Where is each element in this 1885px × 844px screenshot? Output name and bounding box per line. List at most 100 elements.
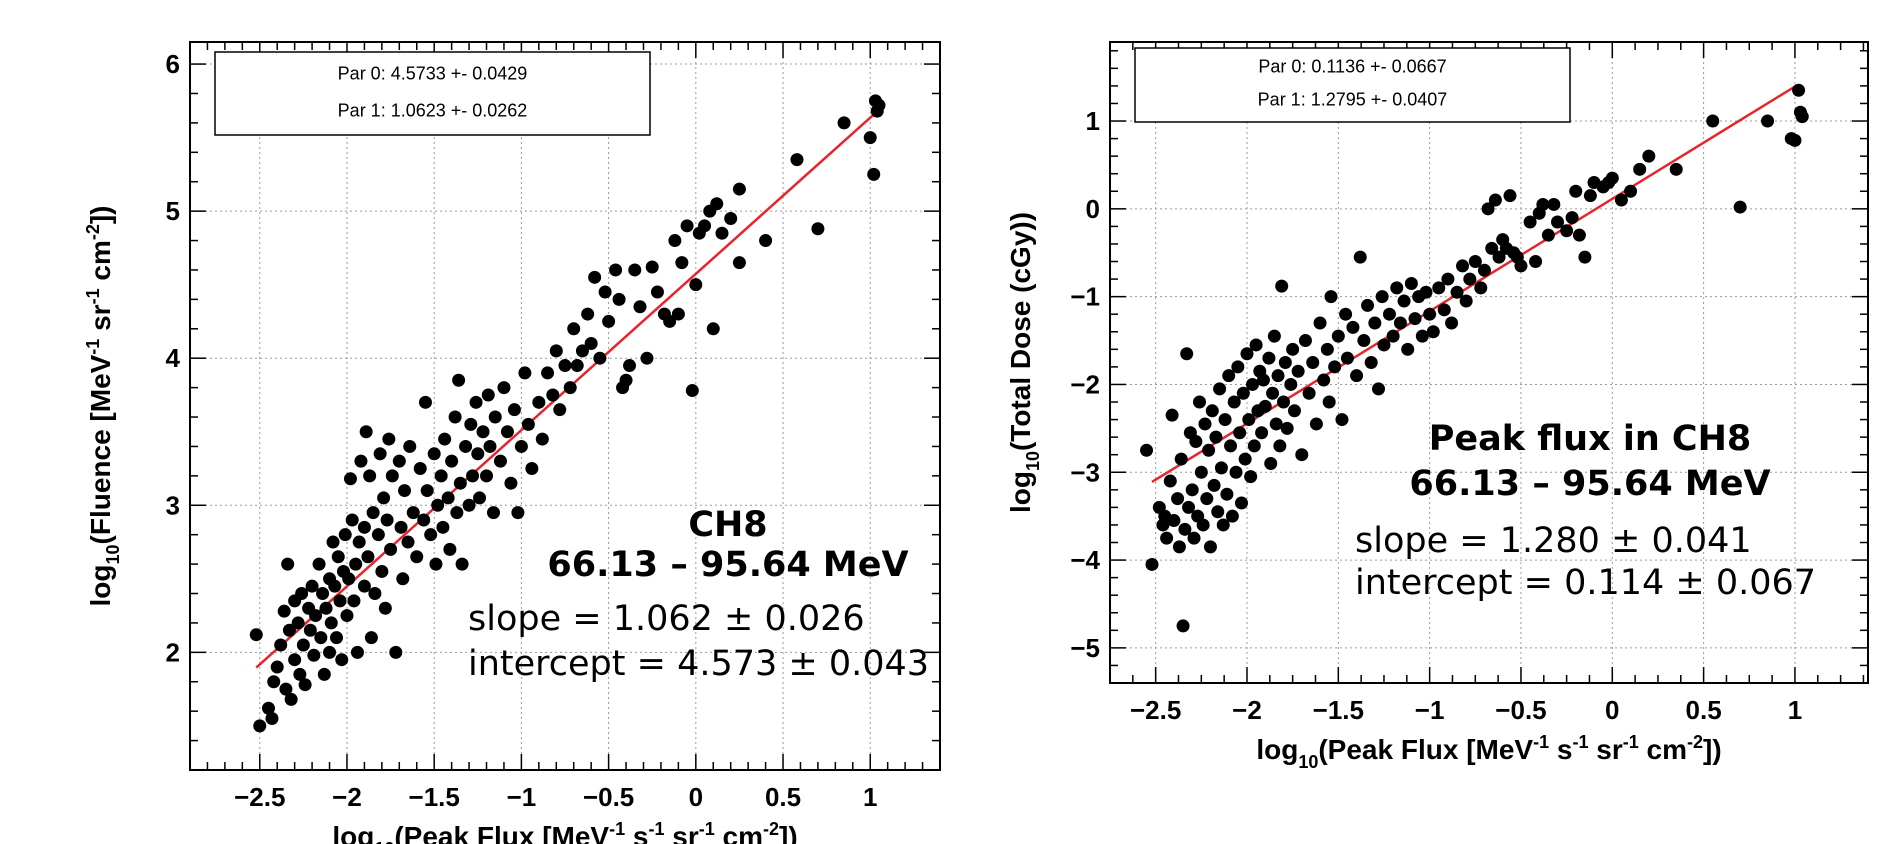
data-point <box>284 692 298 706</box>
data-point <box>1320 342 1334 356</box>
x-axis-label-log: log <box>332 821 374 844</box>
data-point <box>396 572 410 586</box>
data-point <box>1189 435 1203 449</box>
data-point <box>1339 307 1353 321</box>
y-tick-label: −4 <box>1070 545 1100 575</box>
data-point <box>382 432 396 446</box>
data-point <box>452 373 466 387</box>
data-point <box>1236 386 1250 400</box>
data-point <box>1205 404 1219 418</box>
data-point <box>340 609 354 623</box>
data-point <box>1200 492 1214 506</box>
data-point <box>1231 360 1245 374</box>
data-point <box>558 359 572 373</box>
data-point <box>1368 316 1382 330</box>
data-point <box>307 648 321 662</box>
data-point <box>364 631 378 645</box>
data-point <box>443 542 457 556</box>
data-point <box>1203 540 1217 554</box>
data-point <box>1401 342 1415 356</box>
data-point <box>1423 307 1437 321</box>
x-tick-label: 0 <box>689 782 703 812</box>
data-point <box>1541 228 1555 242</box>
data-point <box>1445 316 1459 330</box>
data-point <box>309 609 323 623</box>
data-point <box>715 226 729 240</box>
data-point <box>331 550 345 564</box>
x-tick-label: −1 <box>507 782 537 812</box>
data-point <box>455 557 469 571</box>
data-point <box>1192 395 1206 409</box>
data-point <box>1397 294 1411 308</box>
data-point <box>1214 461 1228 475</box>
data-point <box>645 260 659 274</box>
data-point <box>1492 250 1506 264</box>
data-point <box>759 234 773 248</box>
data-point <box>488 410 502 424</box>
data-point <box>1198 417 1212 431</box>
data-point <box>811 222 825 236</box>
data-point <box>1194 465 1208 479</box>
data-point <box>680 219 694 233</box>
data-point <box>359 425 373 439</box>
data-point <box>628 263 642 277</box>
data-point <box>1481 202 1495 216</box>
y-tick-label: −5 <box>1070 633 1100 663</box>
data-point <box>602 314 616 328</box>
data-point <box>1488 193 1502 207</box>
data-point <box>1182 500 1196 514</box>
annotation-channel: Peak flux in CH8 <box>1429 419 1752 459</box>
data-point <box>1284 377 1298 391</box>
data-point <box>279 682 293 696</box>
data-point <box>385 469 399 483</box>
data-point <box>261 701 275 715</box>
data-point <box>448 410 462 424</box>
axis-ticks <box>190 42 941 771</box>
data-point <box>609 263 623 277</box>
y-tick-label: 6 <box>166 49 180 79</box>
data-point <box>345 513 359 527</box>
data-point <box>377 491 391 505</box>
data-point <box>1536 197 1550 211</box>
data-point <box>837 116 851 130</box>
fit-par1: Par 1: 1.2795 +- 0.0407 <box>1258 90 1448 110</box>
x-tick-label: 0.5 <box>1686 695 1722 725</box>
data-point <box>398 484 412 498</box>
data-point <box>1390 281 1404 295</box>
data-point <box>270 660 284 674</box>
data-point <box>1171 492 1185 506</box>
data-point <box>1569 184 1583 198</box>
data-point <box>1244 470 1258 484</box>
data-point <box>253 719 267 733</box>
data-point <box>1269 417 1283 431</box>
data-point <box>1187 531 1201 545</box>
data-point <box>1264 456 1278 470</box>
data-point <box>546 388 560 402</box>
data-point <box>671 307 685 321</box>
data-point <box>497 381 511 395</box>
data-point <box>378 601 392 615</box>
x-axis-label: log10(Peak Flux [MeV-1 s-1 sr-1 cm-2]) <box>332 819 797 844</box>
data-point <box>352 535 366 549</box>
data-point <box>504 476 518 490</box>
data-point <box>380 513 394 527</box>
data-point <box>453 476 467 490</box>
data-point <box>1229 465 1243 479</box>
data-point <box>1550 215 1564 229</box>
data-point <box>1419 285 1433 299</box>
data-point <box>333 594 347 608</box>
data-point <box>431 498 445 512</box>
data-point <box>619 373 633 387</box>
data-point <box>1361 298 1375 312</box>
data-point <box>469 395 483 409</box>
data-point <box>535 432 549 446</box>
annotation-channel: CH8 <box>688 505 767 545</box>
data-point <box>1172 540 1186 554</box>
data-point <box>1256 373 1270 387</box>
y-tick-labels: 2 3 4 5 6 <box>166 49 181 667</box>
data-point <box>267 675 281 689</box>
y-axis-label-main: (Total Dose (cGy)) <box>1005 212 1036 451</box>
data-point <box>384 542 398 556</box>
data-point <box>324 616 338 630</box>
y-tick-label: −1 <box>1070 282 1100 312</box>
